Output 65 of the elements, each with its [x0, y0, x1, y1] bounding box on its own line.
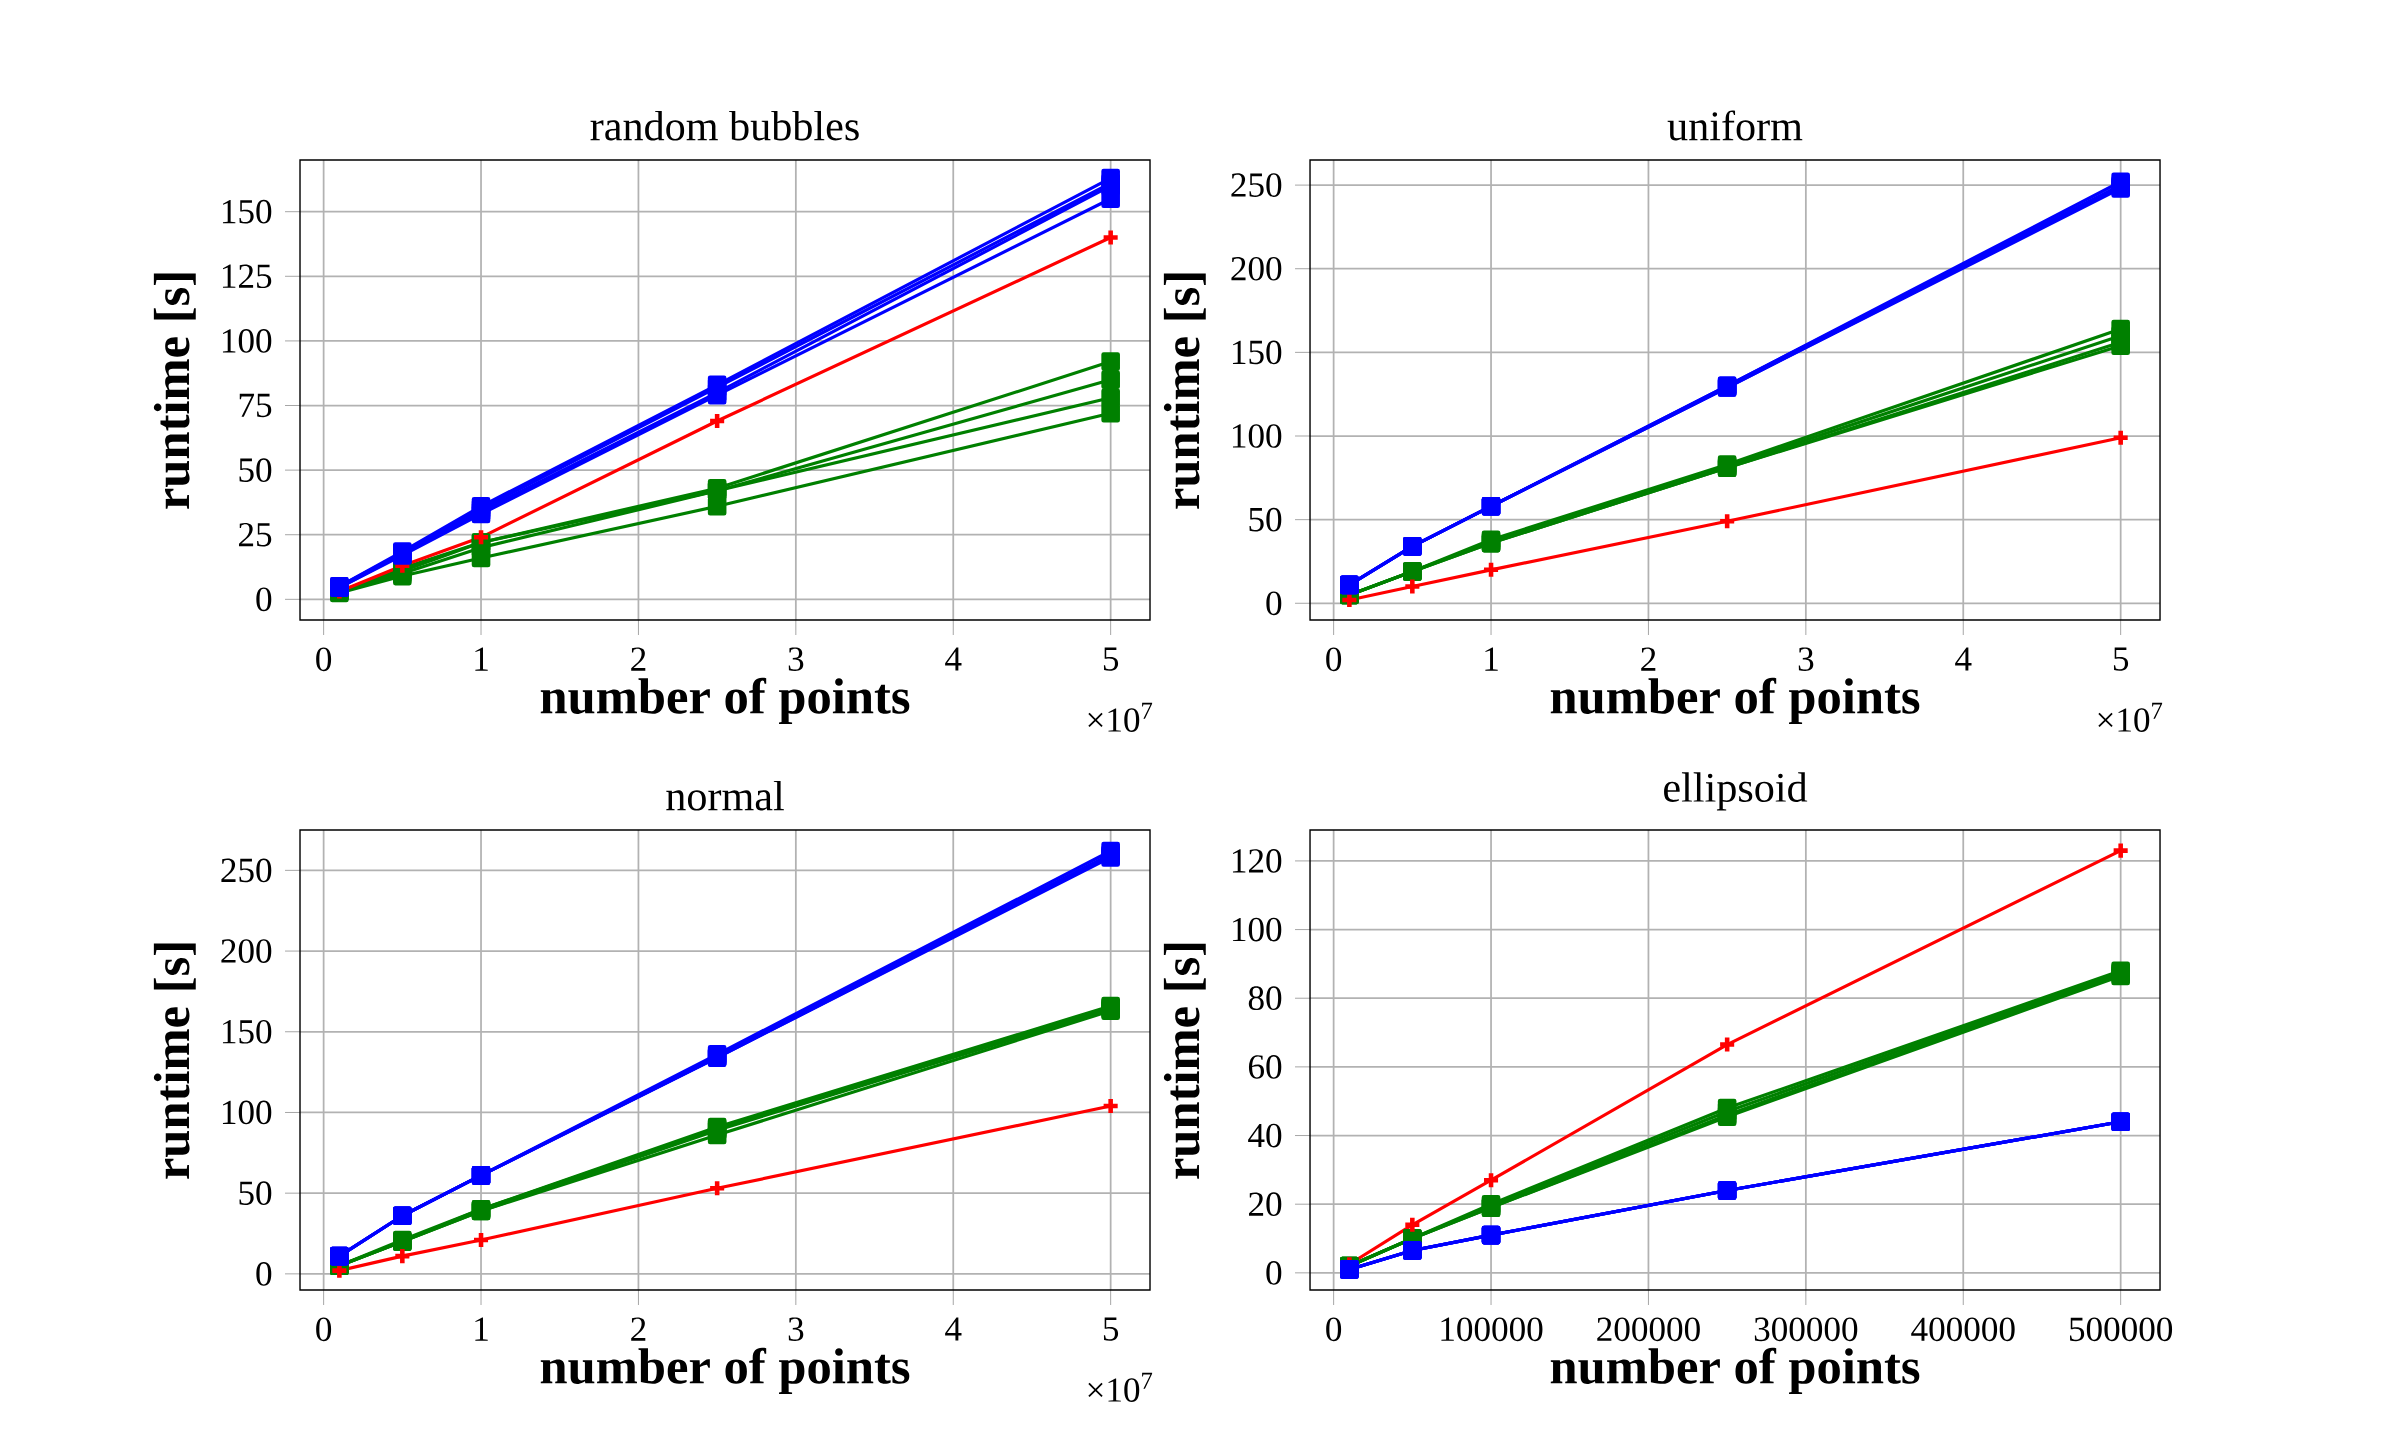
x-axis-title: number of points	[540, 1347, 910, 1395]
y-tick-label: 100	[1232, 424, 1282, 448]
y-tick-label: 20	[1249, 1192, 1282, 1217]
chart-title: uniform	[1667, 110, 1803, 141]
x-tick-label: 1	[1485, 647, 1498, 671]
x-tick-label: 1	[475, 647, 488, 671]
y-tick-label: 120	[1232, 849, 1282, 873]
y-tick-label: 50	[239, 1181, 272, 1206]
x-tick-label: 4	[945, 1317, 962, 1341]
y-tick-label: 0	[1266, 591, 1282, 616]
y-tick-label: 150	[1232, 340, 1282, 365]
y-tick-label: 50	[1249, 507, 1282, 532]
x-tick-label: 500000	[2069, 1317, 2173, 1342]
y-tick-label: 250	[1231, 173, 1282, 197]
x-tick-label: 3	[1798, 647, 1814, 672]
x-tick-label: 300000	[1754, 1317, 1858, 1342]
x-tick-label: 0	[1326, 1317, 1342, 1342]
y-tick-label: 100	[222, 329, 272, 353]
text: ×10$^{7}$	[2098, 702, 2163, 732]
x-tick-label: 5	[1103, 1317, 1119, 1341]
chart-title: normal	[666, 780, 784, 811]
x-tick-label: 2	[631, 647, 646, 671]
y-tick-label: 125	[222, 264, 272, 289]
x-axis-title: number of points	[1550, 677, 1920, 725]
y-axis-title: runtime [s]	[153, 273, 196, 509]
x-tick-label: 0	[316, 1317, 332, 1342]
chart-title: ellipsoid	[1664, 772, 1808, 811]
y-tick-label: 0	[256, 587, 272, 612]
y-tick-label: 100	[222, 1100, 272, 1125]
y-tick-label: 40	[1248, 1123, 1282, 1148]
x-tick-label: 0	[1326, 647, 1342, 672]
y-tick-label: 80	[1248, 986, 1282, 1011]
text: ×10$^{7}$	[1088, 702, 1153, 732]
x-axis-title: number of points	[1550, 1347, 1920, 1395]
x-tick-label: 4	[945, 647, 962, 671]
y-tick-label: 200	[221, 939, 272, 963]
chart-title: random bubbles	[590, 110, 859, 141]
y-tick-label: 75	[239, 393, 272, 418]
x-axis-title: number of points	[540, 677, 910, 725]
x-tick-label: 2	[631, 1317, 646, 1341]
x-tick-label: 3	[788, 1317, 804, 1342]
y-tick-label: 200	[1231, 256, 1282, 281]
x-tick-label: 0	[316, 647, 332, 672]
text: ×10$^{7}$	[1088, 1372, 1153, 1402]
x-tick-label: 2	[1641, 647, 1656, 671]
x-tick-label: 1	[475, 1317, 488, 1341]
y-tick-label: 100	[1232, 917, 1282, 942]
y-tick-label: 250	[221, 858, 272, 883]
y-tick-label: 150	[222, 1019, 272, 1044]
x-tick-label: 100000	[1441, 1317, 1543, 1342]
y-axis-title: runtime [s]	[1163, 943, 1206, 1179]
x-tick-label: 4	[1955, 647, 1972, 671]
y-axis-title: runtime [s]	[153, 943, 196, 1179]
y-tick-label: 0	[256, 1262, 272, 1286]
x-tick-label: 3	[788, 647, 804, 672]
x-tick-label: 400000	[1911, 1317, 2015, 1342]
y-tick-label: 50	[239, 458, 272, 482]
y-tick-label: 0	[1266, 1261, 1282, 1285]
y-tick-label: 25	[239, 522, 272, 547]
y-axis-title: runtime [s]	[1163, 273, 1206, 509]
x-tick-label: 5	[2113, 647, 2129, 671]
y-tick-label: 60	[1248, 1055, 1282, 1079]
x-tick-label: 200000	[1597, 1317, 1700, 1342]
x-tick-label: 5	[1103, 647, 1119, 671]
y-tick-label: 150	[222, 199, 272, 224]
